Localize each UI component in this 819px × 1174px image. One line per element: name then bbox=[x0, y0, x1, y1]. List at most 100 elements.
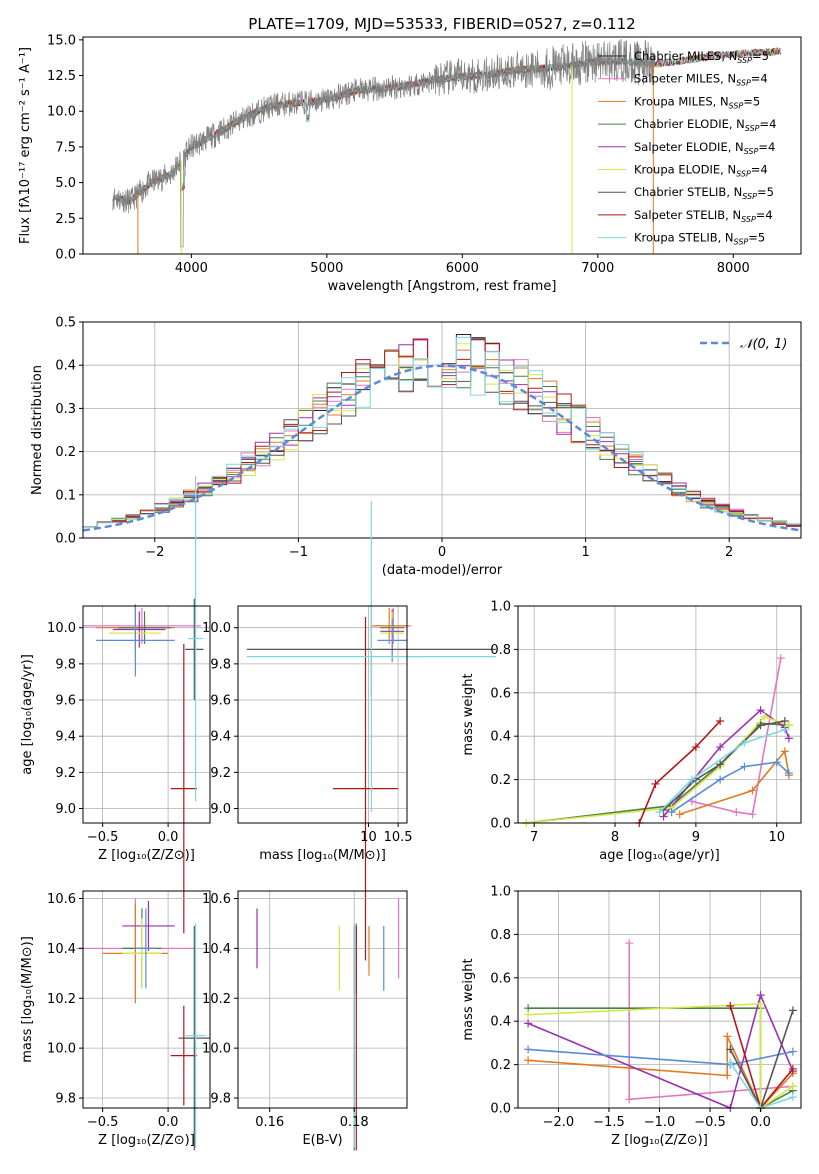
x-tick-label: −1.0 bbox=[644, 1115, 676, 1130]
plot-frame bbox=[517, 605, 802, 824]
x-axis-label: mass [log₁₀(M/M⊙)] bbox=[259, 848, 386, 863]
plot-frame bbox=[237, 890, 408, 1109]
gaussian-curve bbox=[82, 364, 802, 532]
y-tick-label: 0.2 bbox=[55, 445, 76, 460]
y-tick-label: 0.0 bbox=[490, 1102, 511, 1117]
y-tick-label: 10.0 bbox=[47, 621, 76, 636]
mass-weight-marker bbox=[655, 808, 664, 817]
legend-label-subscript: SSP bbox=[744, 147, 759, 156]
legend-label-text: Chabrier ELODIE, N bbox=[634, 117, 745, 131]
x-tick-label: 10.5 bbox=[384, 830, 413, 845]
spectrum-panel: 4000 5000 6000 7000 8000 0.0 2.5 5.0 7.5 10.0 12.5… bbox=[18, 15, 802, 294]
legend-label-text: Salpeter STELIB, N bbox=[634, 208, 741, 222]
x-tick-label: −1 bbox=[289, 545, 308, 560]
y-tick-label: 10.6 bbox=[202, 892, 231, 907]
mass-weight-marker bbox=[788, 1093, 797, 1102]
x-tick-label: 9 bbox=[692, 830, 700, 845]
mass-weight-line bbox=[679, 749, 790, 816]
legend-label-text: Chabrier MILES, N bbox=[634, 49, 737, 63]
mass-weight-marker bbox=[524, 1010, 533, 1019]
x-tick-label: 0.18 bbox=[340, 1115, 369, 1130]
y-tick-label: 10.2 bbox=[47, 992, 76, 1007]
x-tick-label: 6000 bbox=[446, 261, 479, 276]
residual-histogram-line bbox=[83, 334, 801, 528]
legend-label: Chabrier ELODIE, NSSP=4 bbox=[634, 117, 776, 133]
legend-label-text: Kroupa ELODIE, N bbox=[634, 163, 736, 177]
y-tick-label: 10.0 bbox=[47, 105, 76, 120]
y-tick-label: 10.4 bbox=[202, 942, 231, 957]
y-tick-label: 2.5 bbox=[55, 212, 76, 227]
mass-weight-marker bbox=[780, 725, 789, 734]
mass-weight-marker bbox=[732, 808, 741, 817]
mass-weight-marker bbox=[788, 1047, 797, 1056]
y-tick-label: 9.4 bbox=[210, 730, 231, 745]
y-tick-label: 0.1 bbox=[55, 488, 76, 503]
legend-label-text: Salpeter ELODIE, N bbox=[634, 140, 744, 154]
mass-weight-line bbox=[526, 722, 789, 824]
mass-weight-marker bbox=[780, 717, 789, 726]
y-tick-label: 0.0 bbox=[55, 532, 76, 547]
mass-weight-marker bbox=[740, 738, 749, 747]
mass-weight-marker bbox=[740, 762, 749, 771]
x-tick-label: 1 bbox=[581, 545, 589, 560]
y-tick-label: 0.2 bbox=[490, 1058, 511, 1073]
mass-weight-marker bbox=[776, 654, 785, 663]
mass-weight-marker bbox=[687, 775, 696, 784]
y-tick-label: 0.4 bbox=[490, 1015, 511, 1030]
legend-label-text: Kroupa STELIB, N bbox=[634, 231, 734, 245]
y-axis-label: mass weight bbox=[461, 958, 476, 1040]
y-tick-label: 0.4 bbox=[55, 359, 76, 374]
x-tick-label: 10 bbox=[768, 830, 785, 845]
mass-weight-marker bbox=[784, 769, 793, 778]
y-tick-label: 1.0 bbox=[490, 885, 511, 900]
x-tick-label: 0 bbox=[438, 545, 446, 560]
y-tick-label: 7.5 bbox=[55, 140, 76, 155]
chart-title: PLATE=1709, MJD=53533, FIBERID=0527, z=0… bbox=[248, 15, 635, 33]
legend-label-value: =4 bbox=[751, 72, 768, 86]
legend-label-value: =4 bbox=[760, 117, 777, 131]
legend-label-subscript: SSP bbox=[729, 101, 744, 110]
mass-weight-marker bbox=[651, 779, 660, 788]
legend-label: Kroupa ELODIE, NSSP=4 bbox=[634, 163, 768, 179]
x-tick-label: 2 bbox=[725, 545, 733, 560]
y-axis-label: mass [log₁₀(M/M⊙)] bbox=[20, 936, 35, 1063]
mass-weight-marker bbox=[772, 758, 781, 767]
y-tick-label: 0.8 bbox=[490, 643, 511, 658]
mass-weight-vs-metallicity-panel: −2.0 −1.5 −1.0 −0.5 0.0 0.0 0.2 0.4 0.6 0.8 1.0 Z [… bbox=[461, 885, 802, 1148]
mass-vs-metallicity-panel: −0.5 0.0 9.8 10.0 10.2 10.4 10.6 Z [log₁₀(Z/Z⊙)… bbox=[20, 890, 211, 1151]
legend-label-subscript: SSP bbox=[745, 124, 760, 133]
x-axis-label: E(B-V) bbox=[302, 1133, 342, 1148]
legend-label-subscript: SSP bbox=[737, 56, 752, 65]
x-tick-label: −0.5 bbox=[87, 830, 119, 845]
y-tick-label: 9.8 bbox=[210, 1092, 231, 1107]
legend-label: Salpeter ELODIE, NSSP=4 bbox=[634, 140, 775, 156]
plot-frame bbox=[82, 890, 211, 1109]
x-tick-label: 8 bbox=[611, 830, 619, 845]
mass-weight-marker bbox=[723, 1071, 732, 1080]
x-tick-label: 0.0 bbox=[158, 830, 179, 845]
mass-weight-line bbox=[527, 992, 794, 1110]
legend-label: Salpeter STELIB, NSSP=4 bbox=[634, 208, 773, 224]
legend-label-subscript: SSP bbox=[742, 192, 757, 201]
mass-weight-marker bbox=[784, 721, 793, 730]
mass-weight-marker bbox=[524, 1045, 533, 1054]
legend-label-subscript: SSP bbox=[734, 238, 749, 247]
mass-weight-marker bbox=[788, 1064, 797, 1073]
y-axis-label: Normed distribution bbox=[30, 365, 45, 495]
mass-weight-marker bbox=[756, 706, 765, 715]
mass-weight-line bbox=[528, 1002, 794, 1110]
y-tick-label: 9.6 bbox=[55, 694, 76, 709]
mass-weight-marker bbox=[756, 721, 765, 730]
x-tick-label: −0.5 bbox=[87, 1115, 119, 1130]
y-tick-label: 10.2 bbox=[202, 992, 231, 1007]
legend-label: Chabrier MILES, NSSP=5 bbox=[634, 49, 769, 65]
y-tick-label: 0.2 bbox=[490, 773, 511, 788]
y-tick-label: 0.4 bbox=[490, 730, 511, 745]
x-tick-label: −2.0 bbox=[543, 1115, 575, 1130]
mass-weight-marker bbox=[716, 760, 725, 769]
legend-label-value: =4 bbox=[751, 163, 768, 177]
x-tick-label: 5000 bbox=[310, 261, 343, 276]
observed-spectrum-line bbox=[112, 38, 655, 248]
y-axis-label: Flux [fλ10⁻¹⁷ erg cm⁻² s⁻¹ A⁻¹] bbox=[18, 47, 33, 244]
y-tick-label: 5.0 bbox=[55, 176, 76, 191]
